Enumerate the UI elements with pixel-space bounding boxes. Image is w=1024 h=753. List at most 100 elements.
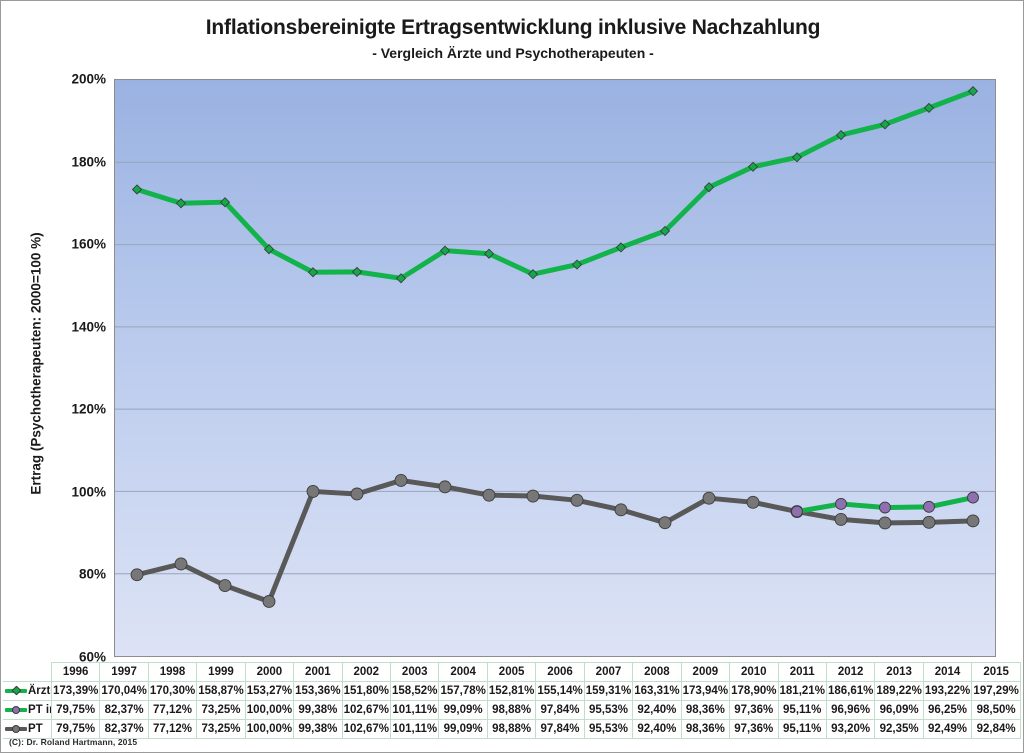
table-cell: 97,36% bbox=[729, 700, 779, 720]
data-table-header-row: 1996 1997 1998 1999 2000 2001 2002 2003 2004 2005… bbox=[3, 662, 1021, 682]
table-column-header: 2006 bbox=[535, 662, 585, 682]
series-marker bbox=[702, 491, 716, 505]
table-column-header: 2010 bbox=[729, 662, 779, 682]
table-cell: 186,61% bbox=[825, 681, 876, 701]
series-marker bbox=[262, 595, 276, 608]
series-marker bbox=[483, 248, 495, 259]
series-marker bbox=[571, 259, 583, 270]
series-aerzte bbox=[134, 88, 976, 281]
table-row-label: PT inkl. Nachzahlung bbox=[28, 704, 50, 716]
table-cell: 159,31% bbox=[583, 681, 634, 701]
series-pt bbox=[134, 477, 976, 604]
table-cell: 95,53% bbox=[583, 719, 634, 739]
series-marker bbox=[218, 579, 232, 592]
series-marker bbox=[923, 500, 935, 513]
series-marker bbox=[219, 197, 231, 208]
legend-swatch-icon bbox=[5, 705, 27, 714]
table-column-header: 1998 bbox=[147, 662, 198, 682]
y-tick-label: 180% bbox=[71, 154, 106, 170]
table-column-header: 2008 bbox=[632, 662, 682, 682]
table-column-header: 2007 bbox=[583, 662, 634, 682]
table-cell: 98,88% bbox=[486, 700, 537, 720]
series-marker bbox=[482, 488, 496, 502]
table-cell: 100,00% bbox=[244, 719, 295, 739]
table-cell: 98,36% bbox=[680, 719, 731, 739]
table-cell: 93,20% bbox=[825, 719, 876, 739]
y-tick-label: 140% bbox=[71, 319, 106, 335]
table-row: PT inkl. Nachzahlung79,75%82,37%77,12%73… bbox=[3, 700, 1021, 720]
series-marker bbox=[263, 244, 275, 255]
y-tick-label: 160% bbox=[71, 236, 106, 252]
table-column-header: 2011 bbox=[777, 662, 827, 682]
table-row-header: PT bbox=[3, 719, 52, 739]
table-cell: 153,36% bbox=[293, 681, 343, 701]
table-column-header: 1999 bbox=[196, 662, 246, 682]
series-marker bbox=[615, 242, 627, 253]
table-cell: 96,96% bbox=[825, 700, 876, 720]
table-column-header: 1997 bbox=[99, 662, 149, 682]
table-cell: 92,35% bbox=[874, 719, 924, 739]
table-column-header: 2001 bbox=[293, 662, 343, 682]
table-column-header: 2003 bbox=[389, 662, 440, 682]
title-block: Inflationsbereinigte Ertragsentwicklung … bbox=[1, 15, 1023, 63]
y-tick-label: 100% bbox=[71, 484, 106, 500]
y-axis-tick-labels: 200% 180% 160% 140% 120% 100% 80% 60% bbox=[1, 72, 114, 665]
table-cell: 181,21% bbox=[777, 681, 827, 701]
table-cell: 79,75% bbox=[50, 700, 101, 720]
data-table-head: 1996 1997 1998 1999 2000 2001 2002 2003 2004 2005… bbox=[3, 662, 1021, 682]
legend-swatch-icon bbox=[5, 724, 27, 733]
series-marker bbox=[967, 86, 979, 97]
table-cell: 178,90% bbox=[729, 681, 779, 701]
table-cell: 92,49% bbox=[922, 719, 973, 739]
series-marker bbox=[526, 489, 540, 503]
series-marker bbox=[174, 557, 188, 571]
table-cell: 193,22% bbox=[922, 681, 973, 701]
table-cell: 98,88% bbox=[486, 719, 537, 739]
table-cell: 97,36% bbox=[729, 719, 779, 739]
table-cell: 92,40% bbox=[632, 719, 682, 739]
table-cell: 95,53% bbox=[583, 700, 634, 720]
series-marker bbox=[438, 480, 452, 494]
table-column-header: 2009 bbox=[680, 662, 731, 682]
table-cell: 96,09% bbox=[874, 700, 924, 720]
table-cell: 189,22% bbox=[874, 681, 924, 701]
data-table-body: Ärzte173,39%170,04%170,30%158,87%153,27%… bbox=[3, 681, 1021, 739]
series-line bbox=[134, 477, 976, 604]
table-cell: 98,36% bbox=[680, 700, 731, 720]
series-marker bbox=[746, 495, 760, 509]
table-cell: 73,25% bbox=[196, 700, 246, 720]
series-marker bbox=[967, 491, 979, 504]
table-cell: 152,81% bbox=[486, 681, 537, 701]
series-marker bbox=[394, 474, 408, 487]
series-marker bbox=[791, 152, 803, 163]
series-marker bbox=[878, 516, 892, 530]
legend-swatch-icon bbox=[5, 685, 27, 696]
table-cell: 97,84% bbox=[535, 700, 585, 720]
series-marker bbox=[835, 498, 847, 510]
table-cell: 99,38% bbox=[293, 719, 343, 739]
table-cell: 98,50% bbox=[971, 700, 1021, 720]
table-row-label: PT bbox=[28, 723, 43, 735]
table-cell: 95,11% bbox=[777, 700, 827, 720]
series-marker bbox=[350, 487, 364, 501]
table-cell: 102,67% bbox=[341, 700, 392, 720]
y-tick-label: 200% bbox=[71, 71, 106, 87]
table-cell: 157,78% bbox=[438, 681, 488, 701]
series-marker bbox=[439, 245, 451, 256]
table-row-header: PT inkl. Nachzahlung bbox=[3, 700, 52, 720]
table-cell: 151,80% bbox=[341, 681, 392, 701]
table-column-header: 2004 bbox=[438, 662, 488, 682]
series-marker bbox=[747, 161, 759, 172]
table-corner-cell bbox=[3, 663, 51, 682]
page-subtitle: - Vergleich Ärzte und Psychotherapeuten … bbox=[372, 45, 654, 61]
series-marker bbox=[835, 129, 847, 141]
table-cell: 99,38% bbox=[293, 700, 343, 720]
table-cell: 95,11% bbox=[777, 719, 827, 739]
table-column-header: 2005 bbox=[486, 662, 537, 682]
table-cell: 101,11% bbox=[389, 719, 440, 739]
series-marker bbox=[130, 568, 144, 582]
table-cell: 77,12% bbox=[147, 719, 198, 739]
series-marker bbox=[395, 273, 407, 284]
y-tick-label: 60% bbox=[78, 649, 106, 665]
